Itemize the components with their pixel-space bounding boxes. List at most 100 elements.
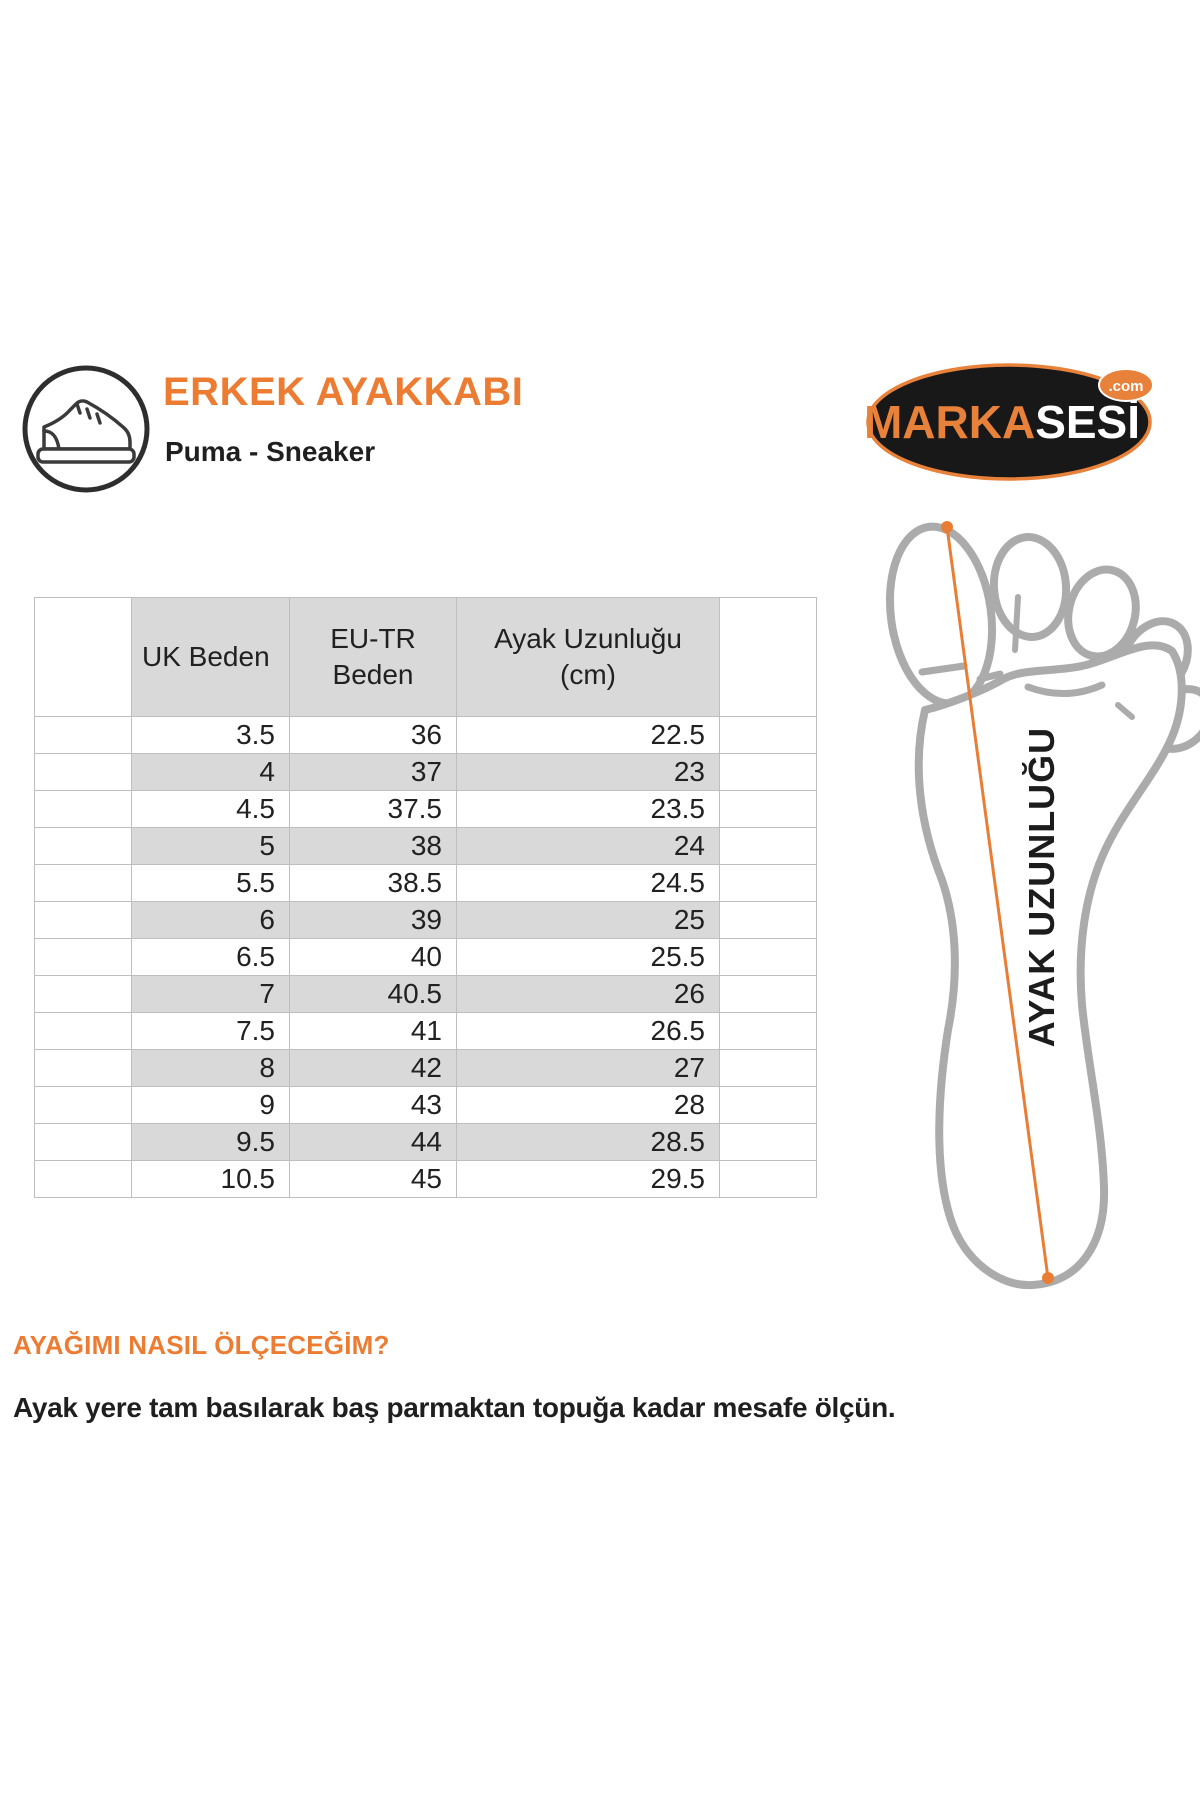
spacer-cell <box>34 1086 132 1124</box>
table-row: 4.5 37.5 23.5 <box>34 790 817 828</box>
spacer-cell <box>719 790 817 828</box>
size-cell: 7.5 <box>131 1012 290 1050</box>
column-header-uk: UK Beden <box>131 597 290 717</box>
size-cell: 9 <box>131 1086 290 1124</box>
spacer-cell <box>34 827 132 865</box>
table-row: 5 38 24 <box>34 827 817 865</box>
table-row: 3.5 36 22.5 <box>34 716 817 754</box>
table-row: 7.5 41 26.5 <box>34 1012 817 1050</box>
size-table: UK Beden EU-TR Beden Ayak Uzunluğu (cm) … <box>34 597 817 1198</box>
spacer-cell <box>719 938 817 976</box>
measure-heading: AYAĞIMI NASIL ÖLÇECEĞİM? <box>13 1330 390 1360</box>
size-cell: 28.5 <box>456 1123 720 1161</box>
spacer-cell <box>34 753 132 791</box>
table-header-row: UK Beden EU-TR Beden Ayak Uzunluğu (cm) <box>34 597 817 717</box>
size-cell: 37 <box>289 753 457 791</box>
spacer-cell <box>719 716 817 754</box>
brand-logo: MARKASESİ .com <box>864 363 1154 481</box>
spacer-cell <box>34 901 132 939</box>
size-cell: 28 <box>456 1086 720 1124</box>
column-header-foot-length: Ayak Uzunluğu (cm) <box>456 597 720 717</box>
size-cell: 5 <box>131 827 290 865</box>
spacer-cell <box>34 1123 132 1161</box>
logo-com-text: .com <box>1108 378 1143 395</box>
size-cell: 23.5 <box>456 790 720 828</box>
spacer-cell <box>719 864 817 902</box>
spacer-cell <box>719 827 817 865</box>
size-cell: 25.5 <box>456 938 720 976</box>
sneaker-icon <box>22 365 150 493</box>
size-cell: 10.5 <box>131 1160 290 1198</box>
spacer-cell <box>719 1160 817 1198</box>
size-cell: 3.5 <box>131 716 290 754</box>
table-row: 6.5 40 25.5 <box>34 938 817 976</box>
size-cell: 6 <box>131 901 290 939</box>
size-cell: 39 <box>289 901 457 939</box>
size-cell: 41 <box>289 1012 457 1050</box>
spacer-cell <box>719 901 817 939</box>
size-cell: 25 <box>456 901 720 939</box>
size-cell: 40 <box>289 938 457 976</box>
measure-instruction: Ayak yere tam basılarak baş parmaktan to… <box>13 1392 896 1423</box>
spacer-cell <box>34 597 132 717</box>
column-header-eu-tr: EU-TR Beden <box>289 597 457 717</box>
logo-com-badge <box>1098 368 1154 402</box>
spacer-cell <box>719 1049 817 1087</box>
spacer-cell <box>719 753 817 791</box>
size-cell: 44 <box>289 1123 457 1161</box>
spacer-cell <box>34 864 132 902</box>
table-row: 9.5 44 28.5 <box>34 1123 817 1161</box>
size-cell: 4 <box>131 753 290 791</box>
size-cell: 7 <box>131 975 290 1013</box>
size-cell: 42 <box>289 1049 457 1087</box>
brand-logo-part1: MARKA <box>864 396 1035 448</box>
table-row: 5.5 38.5 24.5 <box>34 864 817 902</box>
size-cell: 23 <box>456 753 720 791</box>
size-cell: 5.5 <box>131 864 290 902</box>
table-row: 9 43 28 <box>34 1086 817 1124</box>
foot-diagram: AYAK UZUNLUĞU <box>885 521 1200 1290</box>
size-cell: 37.5 <box>289 790 457 828</box>
size-cell: 4.5 <box>131 790 290 828</box>
table-row: 7 40.5 26 <box>34 975 817 1013</box>
size-cell: 26 <box>456 975 720 1013</box>
size-cell: 8 <box>131 1049 290 1087</box>
brand-logo-text: MARKASESİ <box>864 396 1140 448</box>
spacer-cell <box>34 938 132 976</box>
size-cell: 6.5 <box>131 938 290 976</box>
spacer-cell <box>34 716 132 754</box>
size-cell: 45 <box>289 1160 457 1198</box>
table-row: 10.5 45 29.5 <box>34 1160 817 1198</box>
spacer-cell <box>719 975 817 1013</box>
spacer-cell <box>719 1123 817 1161</box>
spacer-cell <box>719 1086 817 1124</box>
size-cell: 9.5 <box>131 1123 290 1161</box>
spacer-cell <box>719 1012 817 1050</box>
spacer-cell <box>34 1049 132 1087</box>
size-cell: 43 <box>289 1086 457 1124</box>
size-cell: 22.5 <box>456 716 720 754</box>
spacer-cell <box>34 975 132 1013</box>
table-row: 6 39 25 <box>34 901 817 939</box>
table-row: 8 42 27 <box>34 1049 817 1087</box>
page-title: ERKEK AYAKKABI <box>163 370 524 414</box>
brand-logo-part2: SESİ <box>1035 396 1140 448</box>
size-cell: 38 <box>289 827 457 865</box>
size-cell: 27 <box>456 1049 720 1087</box>
size-cell: 29.5 <box>456 1160 720 1198</box>
size-cell: 36 <box>289 716 457 754</box>
spacer-cell <box>719 597 817 717</box>
page-subtitle: Puma - Sneaker <box>165 436 376 467</box>
size-cell: 38.5 <box>289 864 457 902</box>
foot-length-label: AYAK UZUNLUĞU <box>1021 727 1062 1047</box>
size-cell: 24.5 <box>456 864 720 902</box>
spacer-cell <box>34 1012 132 1050</box>
size-cell: 26.5 <box>456 1012 720 1050</box>
spacer-cell <box>34 790 132 828</box>
table-row: 4 37 23 <box>34 753 817 791</box>
spacer-cell <box>34 1160 132 1198</box>
size-cell: 40.5 <box>289 975 457 1013</box>
size-cell: 24 <box>456 827 720 865</box>
measurement-line <box>941 521 1054 1284</box>
